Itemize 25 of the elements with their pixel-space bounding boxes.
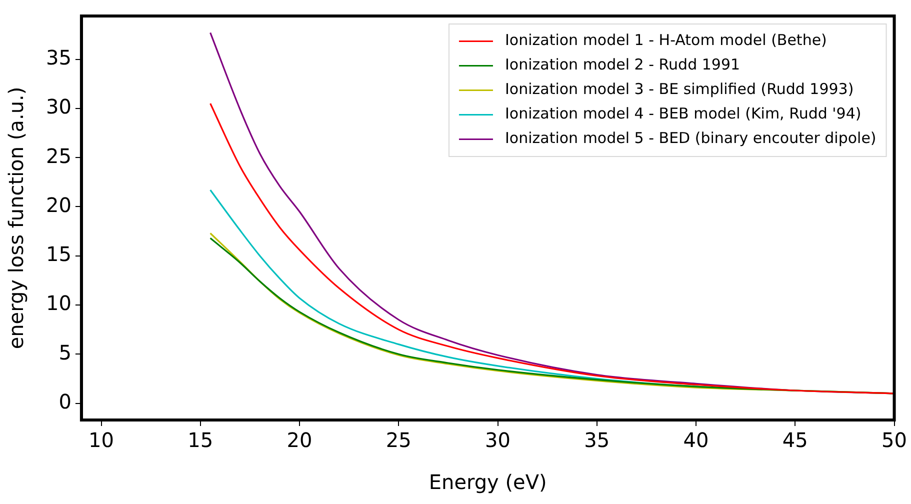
- y-tick-label: 0: [58, 389, 72, 414]
- y-tick-label: 15: [46, 242, 72, 266]
- x-tick-label: 25: [386, 428, 412, 452]
- y-axis-title: energy loss function (a.u.): [4, 86, 28, 350]
- y-tick-label: 10: [46, 291, 72, 316]
- x-axis-title: Energy (eV): [428, 470, 547, 494]
- x-tick-label: 30: [485, 428, 510, 452]
- y-tick-label: 30: [46, 94, 72, 119]
- legend-label: Ionization model 4 - BEB model (Kim, Rudd '94): [504, 104, 862, 123]
- y-tick-label: 5: [58, 340, 72, 364]
- x-tick-label: 35: [584, 428, 610, 452]
- x-tick-label: 10: [88, 428, 114, 452]
- x-tick-label: 50: [882, 428, 907, 452]
- legend-label: Ionization model 2 - Rudd 1991: [504, 56, 740, 74]
- legend-label: Ionization model 3 - BE simplified (Rudd 1993): [504, 80, 854, 98]
- y-tick-label: 35: [46, 45, 72, 70]
- x-tick-label: 45: [782, 428, 808, 452]
- x-tick-label: 40: [683, 428, 709, 452]
- x-tick-label: 20: [286, 428, 312, 452]
- y-tick-label: 25: [46, 144, 72, 168]
- y-tick-label: 20: [46, 192, 72, 217]
- legend-label: Ionization model 5 - BED (binary encouter dipole): [504, 129, 876, 148]
- legend-label: Ionization model 1 - H-Atom model (Bethe): [504, 31, 827, 50]
- x-tick-label: 15: [188, 428, 214, 452]
- line-series: [210, 102, 894, 394]
